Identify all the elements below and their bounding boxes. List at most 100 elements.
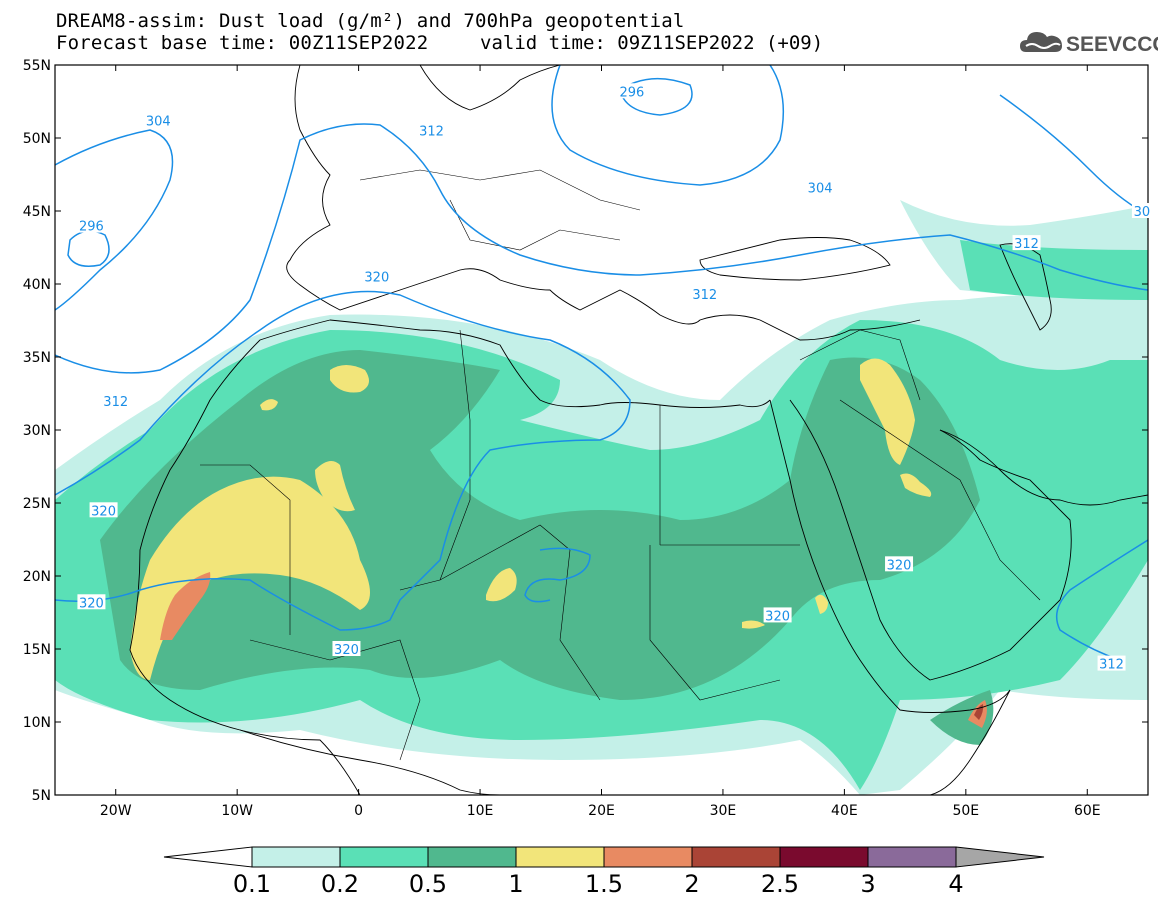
lat-label: 40N — [23, 277, 51, 293]
dust-area-1-redsea — [815, 594, 828, 614]
lat-label: 50N — [23, 131, 51, 147]
contour-label-bg — [89, 502, 118, 518]
contour-304-east — [551, 65, 785, 186]
border-west-africa — [249, 639, 421, 761]
europe-coastline — [286, 65, 921, 341]
contour-320 — [55, 290, 631, 631]
contour-northeast — [999, 94, 1148, 216]
colorbar-swatch — [427, 846, 517, 868]
colorbar-label: 0.5 — [409, 870, 447, 898]
lon-label: 10W — [221, 803, 253, 819]
dust-field — [55, 200, 1148, 795]
contour-label-bg — [101, 392, 130, 408]
contour-320-sahel — [524, 547, 591, 603]
dust-area-1-iraq — [860, 358, 915, 465]
contour-312-east — [1055, 539, 1148, 661]
cloud-icon — [1020, 32, 1062, 52]
colorbar-label: 1 — [508, 870, 523, 898]
axis-ticks — [55, 64, 1148, 796]
contour-label-bg — [1131, 203, 1152, 218]
colorbar-label: 3 — [860, 870, 875, 898]
contour-label: 296 — [79, 220, 104, 235]
geopotential-contours — [55, 65, 1148, 661]
contour-296-west — [67, 230, 110, 267]
caspian-sea — [999, 243, 1052, 331]
valid-time: valid time: 09Z11SEP2022 (+09) — [480, 32, 824, 54]
contour-label-bg — [690, 286, 719, 302]
colorbar-swatch — [691, 846, 781, 868]
colorbar-low-arrow — [163, 846, 253, 868]
dust-area-1-libya — [315, 461, 355, 512]
contour-label: 30 — [1134, 205, 1151, 220]
colorbar-swatch — [779, 846, 869, 868]
coastlines — [129, 65, 1148, 795]
lat-label: 10N — [23, 715, 51, 731]
lon-label: 60E — [1074, 803, 1101, 819]
black-sea — [699, 237, 891, 281]
border-sudan — [649, 545, 781, 701]
contour-label: 312 — [419, 125, 444, 140]
forecast-base-time: Forecast base time: 00Z11SEP2022 — [56, 32, 429, 54]
colorbar-label: 0.1 — [233, 870, 271, 898]
contour-label-bg — [885, 556, 914, 572]
contour-label-bg — [77, 217, 106, 233]
border-europe-2 — [449, 199, 621, 251]
logo-text: SEEVCCC — [1066, 33, 1158, 56]
contour-label: 320 — [334, 643, 359, 658]
colorbar-label: 2 — [684, 870, 699, 898]
contour-label: 312 — [692, 288, 717, 303]
lat-label: 30N — [23, 423, 51, 439]
lat-label: 15N — [23, 642, 51, 658]
lat-label: 25N — [23, 496, 51, 512]
west-africa-south — [239, 729, 501, 795]
border-niger-chad — [399, 524, 571, 591]
contour-label: 304 — [146, 114, 171, 129]
contour-label: 312 — [1014, 237, 1039, 252]
lon-label: 0 — [354, 803, 363, 819]
dust-area-1-sudan — [742, 620, 765, 629]
lat-label: 5N — [32, 788, 51, 804]
lon-label: 10E — [467, 803, 494, 819]
lon-label: 20E — [588, 803, 615, 819]
contour-label: 312 — [1099, 658, 1124, 673]
border-europe-1 — [359, 169, 641, 211]
contour-label: 304 — [808, 182, 833, 197]
dust-area-0.5-somalia — [930, 690, 994, 745]
contour-labels: 304 312 296 304 296 312 320 312 312 320 320 320 320 3… — [77, 83, 1152, 673]
dust-area-0.2-east — [960, 240, 1148, 300]
longitude-labels: 20W 10W 0 10E 20E 30E 40E 50E 60E — [100, 803, 1101, 819]
colorbar-swatch — [515, 846, 605, 868]
lon-label: 50E — [952, 803, 979, 819]
colorbar-label: 1.5 — [585, 870, 623, 898]
dust-area-1-chad — [486, 568, 517, 602]
lon-label: 40E — [831, 803, 858, 819]
arabia-coast — [789, 399, 1072, 681]
border-chad-sudan — [559, 549, 601, 701]
border-algeria-libya — [439, 329, 471, 581]
contour-label-bg — [332, 641, 361, 656]
contour-label-bg — [617, 83, 646, 99]
contour-label: 320 — [887, 558, 912, 573]
colorbar-swatch — [867, 846, 957, 868]
colorbar-swatch — [339, 846, 429, 868]
contour-label-bg — [144, 112, 173, 128]
contour-label: 320 — [765, 609, 790, 624]
red-sea-west — [769, 399, 1011, 713]
contour-label-bg — [1012, 235, 1041, 251]
lat-label: 45N — [23, 204, 51, 220]
africa-coastline — [129, 319, 361, 795]
contour-label: 312 — [103, 395, 128, 410]
colorbar-high-arrow — [955, 846, 1045, 868]
contour-label: 296 — [619, 85, 644, 100]
contour-296-east — [619, 77, 693, 116]
contour-label-bg — [1097, 655, 1126, 671]
lat-label: 55N — [23, 58, 51, 74]
persian-gulf — [939, 429, 1148, 506]
colorbar-label: 4 — [948, 870, 963, 898]
lon-label: 20W — [100, 803, 132, 819]
contour-label-bg — [77, 594, 106, 610]
contour-label: 320 — [79, 596, 104, 611]
latitude-labels: 55N 50N 45N 40N 35N 30N 25N 20N 15N 10N 5N — [23, 58, 51, 804]
horn-africa — [929, 689, 1011, 795]
